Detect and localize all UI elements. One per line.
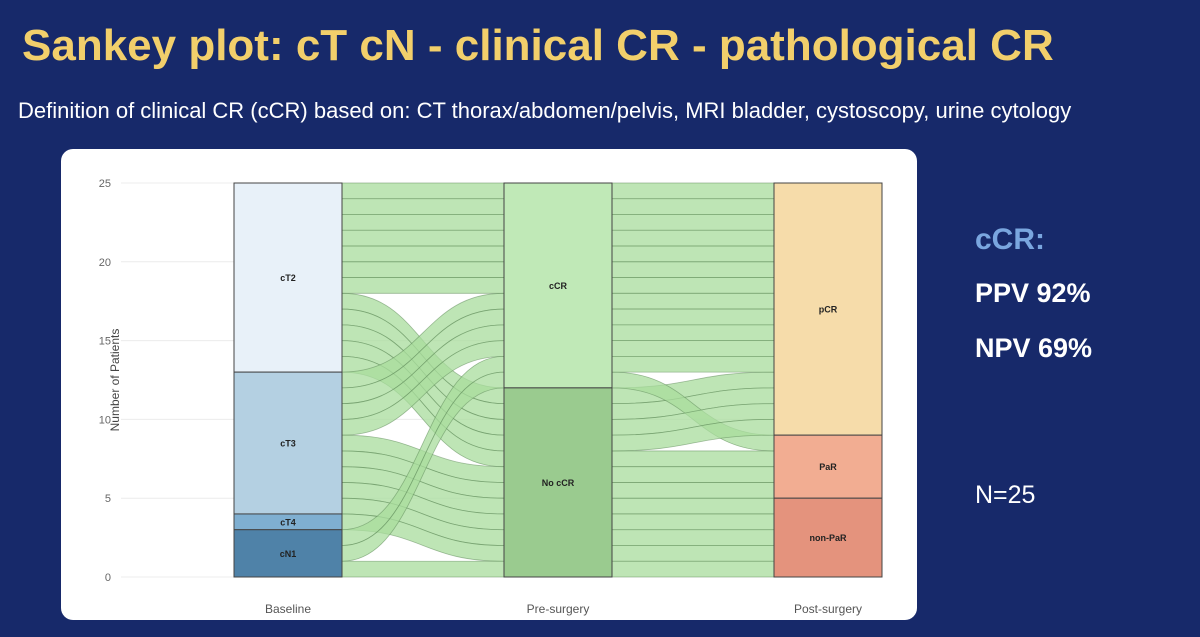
flow-ccr-to-pcr [611, 229, 775, 247]
flow-ct2-to-ccr [341, 182, 505, 200]
stratum-label-non-par: non-PaR [810, 533, 847, 543]
flow-ct2-to-ccr [341, 261, 505, 278]
npv-value: NPV 69% [975, 333, 1093, 363]
sample-size: N=25 [975, 481, 1036, 509]
flow-ct2-to-ccr [341, 229, 505, 247]
stratum-label-ccr: cCR [549, 281, 568, 291]
stratum-label-no-ccr: No cCR [542, 478, 575, 488]
flow-no-ccr-to-non-par [611, 513, 775, 531]
stratum-label-cn1: cN1 [280, 549, 297, 559]
flow-no-ccr-to-par [611, 466, 775, 483]
stratum-ct2 [233, 182, 343, 373]
x-axis-label-baseline: Baseline [265, 602, 311, 616]
flow-cn1-to-no-ccr [341, 560, 505, 578]
y-tick-label: 10 [99, 414, 111, 426]
y-tick-label: 0 [105, 572, 111, 584]
flow-ccr-to-pcr [611, 261, 775, 278]
stratum-label-ct4: cT4 [280, 517, 296, 527]
stratum-label-ct2: cT2 [280, 273, 296, 283]
flow-ccr-to-pcr [611, 340, 775, 357]
ppv-value: PPV 92% [975, 278, 1091, 308]
flow-no-ccr-to-non-par [611, 497, 775, 515]
x-axis-label-pre-surgery: Pre-surgery [527, 602, 590, 616]
flow-ccr-to-pcr [611, 214, 775, 231]
flow-ccr-to-pcr [611, 182, 775, 200]
stratum-pcr [773, 182, 883, 436]
stratum-label-pcr: pCR [819, 305, 838, 315]
flow-ct2-to-ccr [341, 245, 505, 263]
slide-subtitle: Definition of clinical CR (cCR) based on… [18, 98, 1072, 123]
flow-ct2-to-ccr [341, 214, 505, 231]
stratum-no-ccr [503, 387, 613, 578]
sankey-chart-card: 0 5 10 15 20 25 Number of Patients cT2 cT3 cT4 cN1… [61, 149, 917, 620]
stratum-non-par [773, 497, 883, 578]
flow-ccr-to-pcr [611, 245, 775, 263]
y-tick-label: 25 [99, 178, 111, 190]
flow-ccr-to-pcr [611, 292, 775, 310]
flow-ccr-to-pcr [611, 198, 775, 215]
flow-ct2-to-ccr [341, 198, 505, 215]
stratum-cn1 [233, 529, 343, 578]
stratum-label-ct3: cT3 [280, 439, 296, 449]
y-tick-label: 15 [99, 336, 111, 348]
flow-no-ccr-to-par [611, 450, 775, 468]
y-axis-label: Number of Patients [108, 329, 122, 432]
stratum-par [773, 434, 883, 499]
stratum-ccr [503, 182, 613, 389]
flow-ccr-to-pcr [611, 277, 775, 294]
slide-title: Sankey plot: cT cN - clinical CR - patho… [22, 21, 1054, 70]
flow-ccr-to-pcr [611, 308, 775, 326]
flow-no-ccr-to-par [611, 482, 775, 499]
x-axis-label-post-surgery: Post-surgery [794, 602, 862, 616]
flow-no-ccr-to-non-par [611, 529, 775, 546]
flow-ccr-to-pcr [611, 324, 775, 341]
flow-no-ccr-to-non-par [611, 560, 775, 578]
sankey-chart: 0 5 10 15 20 25 Number of Patients cT2 cT3 cT4 cN1… [99, 178, 883, 616]
flow-ct2-to-ccr [341, 277, 505, 294]
flow-ccr-to-pcr [611, 355, 775, 373]
y-tick-label: 20 [99, 257, 111, 269]
flow-no-ccr-to-non-par [611, 545, 775, 562]
ccr-heading: cCR: [975, 223, 1046, 256]
stratum-label-par: PaR [819, 462, 837, 472]
y-tick-label: 5 [105, 493, 111, 505]
